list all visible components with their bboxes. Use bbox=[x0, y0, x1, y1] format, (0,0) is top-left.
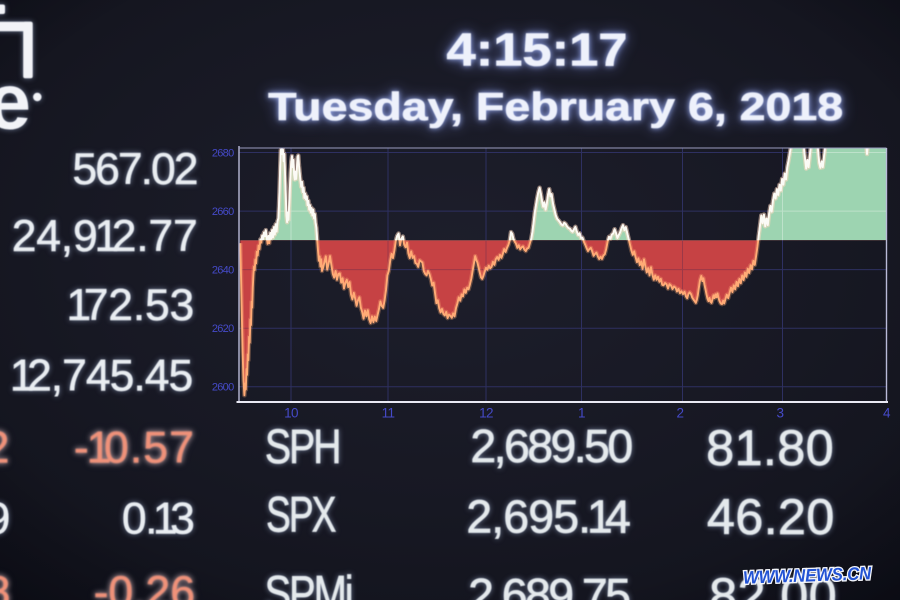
svg-text:24,912.77: 24,912.77 bbox=[12, 212, 198, 261]
svg-text:e: e bbox=[0, 57, 31, 146]
svg-text:2640: 2640 bbox=[212, 264, 234, 276]
svg-text:2: 2 bbox=[0, 423, 9, 472]
svg-text:567.02: 567.02 bbox=[72, 145, 196, 194]
svg-text:2600: 2600 bbox=[212, 382, 234, 394]
svg-text:12,745.45: 12,745.45 bbox=[10, 352, 193, 401]
svg-text:11: 11 bbox=[382, 406, 395, 421]
svg-text:SPMi: SPMi bbox=[265, 567, 352, 600]
svg-text:172.53: 172.53 bbox=[66, 281, 194, 330]
svg-text:81.80: 81.80 bbox=[706, 419, 834, 476]
svg-text:2,689.50: 2,689.50 bbox=[470, 420, 632, 472]
svg-text:0.13: 0.13 bbox=[122, 494, 194, 543]
svg-text:SPH: SPH bbox=[265, 420, 340, 474]
svg-text:SPX: SPX bbox=[266, 487, 336, 543]
svg-text:Tuesday, February 6, 2018: Tuesday, February 6, 2018 bbox=[268, 86, 843, 129]
svg-text:2,695.14: 2,695.14 bbox=[466, 490, 630, 542]
svg-text:-0.26: -0.26 bbox=[94, 568, 195, 600]
svg-text:2620: 2620 bbox=[212, 323, 234, 335]
svg-text:4:15:17: 4:15:17 bbox=[447, 24, 628, 76]
svg-text:2660: 2660 bbox=[212, 206, 234, 218]
svg-text:-10.57: -10.57 bbox=[74, 423, 195, 472]
svg-text:46.20: 46.20 bbox=[707, 488, 835, 545]
svg-text:10: 10 bbox=[284, 406, 298, 421]
svg-text:8: 8 bbox=[0, 568, 10, 600]
svg-text:12: 12 bbox=[479, 406, 493, 421]
svg-text:1: 1 bbox=[578, 406, 585, 421]
svg-text:3: 3 bbox=[777, 406, 784, 421]
svg-text:9: 9 bbox=[0, 494, 10, 543]
svg-text:4: 4 bbox=[883, 406, 891, 421]
svg-text:82.00: 82.00 bbox=[709, 567, 837, 600]
svg-text:2,689.75: 2,689.75 bbox=[468, 569, 629, 600]
svg-text:2: 2 bbox=[677, 406, 684, 421]
svg-text:2680: 2680 bbox=[212, 147, 234, 159]
